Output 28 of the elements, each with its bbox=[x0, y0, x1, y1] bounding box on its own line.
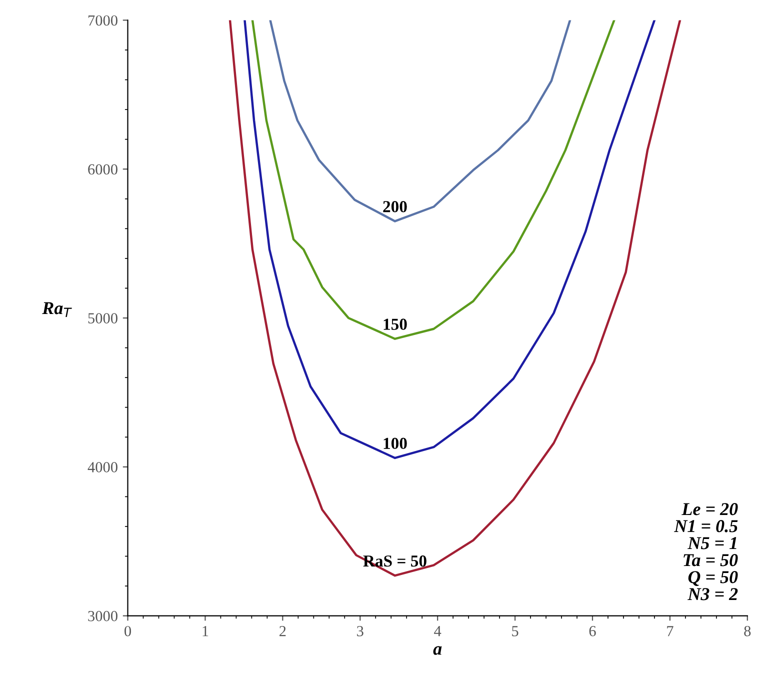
y-tick-label: 5000 bbox=[88, 313, 118, 324]
series-label: 200 bbox=[383, 201, 407, 212]
annotation: N1 = 0.5 bbox=[674, 520, 738, 532]
x-tick-label: 2 bbox=[280, 626, 286, 636]
line-series bbox=[269, 20, 572, 222]
annotation: Le = 20 bbox=[682, 503, 738, 516]
y-axis-title: Ra$_{T}$ bbox=[42, 302, 72, 318]
series-label: 100 bbox=[384, 438, 407, 450]
y-tick-label: 6000 bbox=[88, 164, 118, 175]
y-tick-label: 3000 bbox=[88, 610, 118, 622]
annotation: Ta = 50 bbox=[684, 554, 738, 566]
annotation: Q = 50 bbox=[688, 571, 738, 586]
x-tick-label: 1 bbox=[202, 626, 208, 636]
y-tick-label: 4000 bbox=[88, 462, 118, 472]
annotation: N3 = 2 bbox=[688, 588, 738, 600]
line-series bbox=[251, 20, 616, 340]
x-tick-label: 3 bbox=[357, 626, 364, 636]
x-axis-title: a bbox=[433, 646, 442, 655]
series-label: 150 bbox=[384, 318, 407, 330]
x-tick-label: 0 bbox=[124, 626, 131, 636]
x-tick-label: 8 bbox=[744, 626, 751, 636]
annotation: N5 = 1 bbox=[688, 537, 736, 550]
x-tick-label: 7 bbox=[667, 626, 674, 636]
line-series bbox=[244, 20, 656, 460]
x-tick-label: 4 bbox=[434, 626, 442, 636]
x-tick-label: 5 bbox=[512, 626, 518, 636]
x-tick-label: 6 bbox=[589, 626, 596, 636]
y-tick-label: 7000 bbox=[88, 15, 118, 26]
